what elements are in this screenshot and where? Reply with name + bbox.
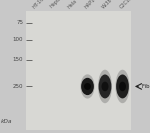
Text: C2C12: C2C12 — [119, 0, 134, 9]
Text: Fibronectin 1: Fibronectin 1 — [142, 84, 150, 89]
Bar — [26, 11, 131, 130]
Text: 250: 250 — [13, 84, 23, 89]
Text: HAP1: HAP1 — [84, 0, 97, 9]
Text: 100: 100 — [13, 37, 23, 42]
Ellipse shape — [84, 83, 91, 90]
Ellipse shape — [119, 82, 126, 91]
Ellipse shape — [102, 82, 108, 91]
Text: 150: 150 — [13, 57, 23, 62]
Ellipse shape — [98, 70, 112, 103]
Text: HT-1080: HT-1080 — [32, 0, 50, 9]
Text: kDa: kDa — [1, 119, 12, 124]
Ellipse shape — [81, 74, 94, 99]
Ellipse shape — [116, 70, 129, 103]
Ellipse shape — [81, 78, 94, 95]
Ellipse shape — [116, 74, 129, 98]
Text: HepG2: HepG2 — [49, 0, 64, 9]
Ellipse shape — [99, 74, 111, 98]
Text: 75: 75 — [16, 20, 23, 25]
Text: Hela: Hela — [66, 0, 78, 9]
Text: WI38: WI38 — [101, 0, 114, 9]
